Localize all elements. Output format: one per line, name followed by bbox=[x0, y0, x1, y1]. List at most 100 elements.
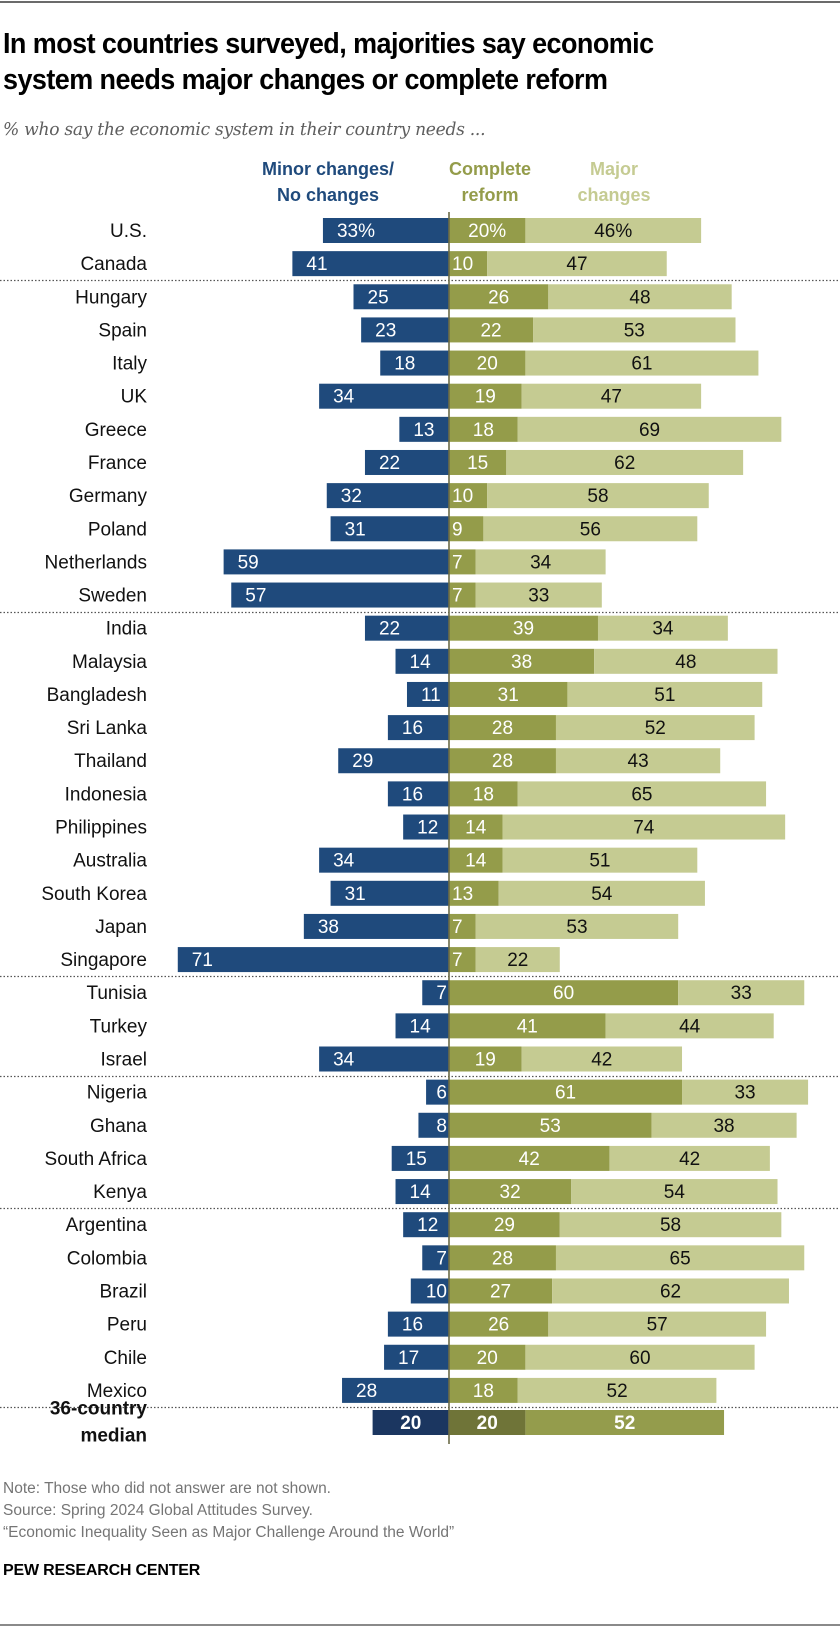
value-label-complete: 42 bbox=[519, 1149, 540, 1170]
bar-major-changes bbox=[682, 1079, 809, 1105]
bar-minor-changes bbox=[319, 383, 449, 409]
country-label: Malaysia bbox=[72, 652, 147, 673]
value-label-complete: 41 bbox=[517, 1016, 538, 1037]
median-value-major: 52 bbox=[614, 1413, 635, 1434]
bar-major-changes bbox=[475, 549, 606, 575]
value-label-major: 54 bbox=[591, 884, 613, 905]
value-label-minor: 22 bbox=[379, 619, 400, 640]
country-label: Canada bbox=[80, 254, 147, 275]
bar-complete-reform bbox=[449, 483, 488, 509]
median-bar-complete-reform bbox=[449, 1410, 526, 1435]
value-label-major: 44 bbox=[679, 1016, 701, 1037]
value-label-major: 65 bbox=[631, 784, 652, 805]
value-label-complete: 9 bbox=[452, 519, 463, 540]
value-label-complete: 26 bbox=[488, 287, 509, 308]
value-label-minor: 23 bbox=[375, 320, 396, 341]
value-label-major: 33 bbox=[528, 586, 549, 607]
bar-complete-reform bbox=[449, 416, 518, 442]
value-label-major: 56 bbox=[580, 519, 601, 540]
bar-complete-reform bbox=[449, 1046, 522, 1072]
country-label: UK bbox=[121, 387, 148, 408]
bar-minor-changes bbox=[330, 516, 449, 542]
value-label-complete: 7 bbox=[452, 552, 463, 573]
value-label-major: 54 bbox=[664, 1182, 686, 1203]
value-label-complete: 18 bbox=[473, 784, 494, 805]
country-label: Singapore bbox=[60, 950, 147, 971]
median-bar-minor-changes bbox=[372, 1410, 449, 1435]
bar-major-changes bbox=[594, 648, 778, 674]
country-label: Turkey bbox=[90, 1016, 148, 1037]
bar-complete-reform bbox=[449, 251, 488, 277]
bar-complete-reform bbox=[449, 681, 568, 707]
bar-complete-reform bbox=[449, 715, 556, 741]
bar-major-changes bbox=[502, 847, 698, 873]
bar-complete-reform bbox=[449, 549, 476, 575]
value-label-complete: 22 bbox=[480, 320, 501, 341]
value-label-minor: 16 bbox=[402, 784, 423, 805]
bar-complete-reform bbox=[449, 947, 476, 973]
bar-major-changes bbox=[525, 1344, 755, 1370]
bar-complete-reform bbox=[449, 1145, 610, 1171]
legend-major-line-2: changes bbox=[577, 185, 651, 205]
bar-minor-changes bbox=[380, 350, 449, 376]
value-label-complete: 19 bbox=[475, 387, 496, 408]
bar-complete-reform bbox=[449, 1079, 683, 1105]
bar-minor-changes bbox=[387, 781, 449, 807]
bar-minor-changes bbox=[387, 715, 449, 741]
value-label-complete: 61 bbox=[555, 1083, 576, 1104]
bar-complete-reform bbox=[449, 284, 549, 310]
bar-minor-changes bbox=[410, 1278, 449, 1304]
country-label: Peru bbox=[107, 1315, 147, 1336]
value-label-complete: 20 bbox=[477, 1348, 498, 1369]
value-label-major: 34 bbox=[530, 552, 552, 573]
value-label-minor: 14 bbox=[410, 652, 432, 673]
value-label-minor: 6 bbox=[436, 1083, 447, 1104]
bar-complete-reform bbox=[449, 582, 476, 608]
legend-minor-line-1: Minor changes/ bbox=[261, 159, 395, 179]
country-label: Spain bbox=[98, 320, 147, 341]
legend-major-line-1: Major bbox=[589, 159, 638, 179]
value-label-complete: 7 bbox=[452, 950, 463, 971]
value-label-minor: 22 bbox=[379, 453, 400, 474]
country-label: Ghana bbox=[90, 1116, 147, 1137]
value-label-major: 65 bbox=[670, 1248, 691, 1269]
value-label-complete: 38 bbox=[511, 652, 532, 673]
bar-minor-changes bbox=[231, 582, 449, 608]
bar-minor-changes bbox=[292, 251, 449, 277]
value-label-minor: 28 bbox=[356, 1381, 377, 1402]
chart-title: In most countries surveyed, majorities s… bbox=[3, 26, 775, 98]
country-label: Philippines bbox=[55, 818, 147, 839]
bar-major-changes bbox=[475, 582, 602, 608]
bar-major-changes bbox=[678, 980, 805, 1006]
bar-major-changes bbox=[487, 483, 709, 509]
bar-minor-changes bbox=[364, 615, 449, 641]
country-label: Sri Lanka bbox=[67, 718, 148, 739]
bar-complete-reform bbox=[449, 1245, 556, 1271]
value-label-major: 74 bbox=[633, 818, 655, 839]
value-label-complete: 31 bbox=[498, 685, 519, 706]
bar-minor-changes bbox=[384, 1344, 449, 1370]
value-label-minor: 33% bbox=[337, 221, 375, 242]
bar-major-changes bbox=[517, 1377, 717, 1403]
bar-minor-changes bbox=[338, 748, 449, 774]
value-label-major: 47 bbox=[601, 387, 622, 408]
bar-minor-changes bbox=[322, 218, 449, 243]
bar-major-changes bbox=[609, 1145, 770, 1171]
bar-minor-changes bbox=[319, 1046, 449, 1072]
value-label-complete: 27 bbox=[490, 1281, 511, 1302]
country-label: Brazil bbox=[99, 1281, 147, 1302]
diverging-bar-chart: U.S. 33% 20% 46% Canada 41 10 47 Hungary 25 26 48 Sp… bbox=[0, 212, 840, 1447]
country-label: South Africa bbox=[45, 1149, 148, 1170]
bar-minor-changes bbox=[403, 814, 449, 840]
value-label-major: 58 bbox=[587, 486, 608, 507]
value-label-major: 42 bbox=[591, 1050, 612, 1071]
value-label-minor: 32 bbox=[341, 486, 362, 507]
country-label: Bangladesh bbox=[47, 685, 147, 706]
value-label-minor: 25 bbox=[368, 287, 389, 308]
bar-major-changes bbox=[517, 781, 767, 807]
value-label-major: 48 bbox=[629, 287, 650, 308]
country-label: Thailand bbox=[74, 751, 147, 772]
value-label-complete: 20 bbox=[477, 354, 498, 375]
value-label-minor: 34 bbox=[333, 851, 355, 872]
bar-major-changes bbox=[552, 1278, 789, 1304]
